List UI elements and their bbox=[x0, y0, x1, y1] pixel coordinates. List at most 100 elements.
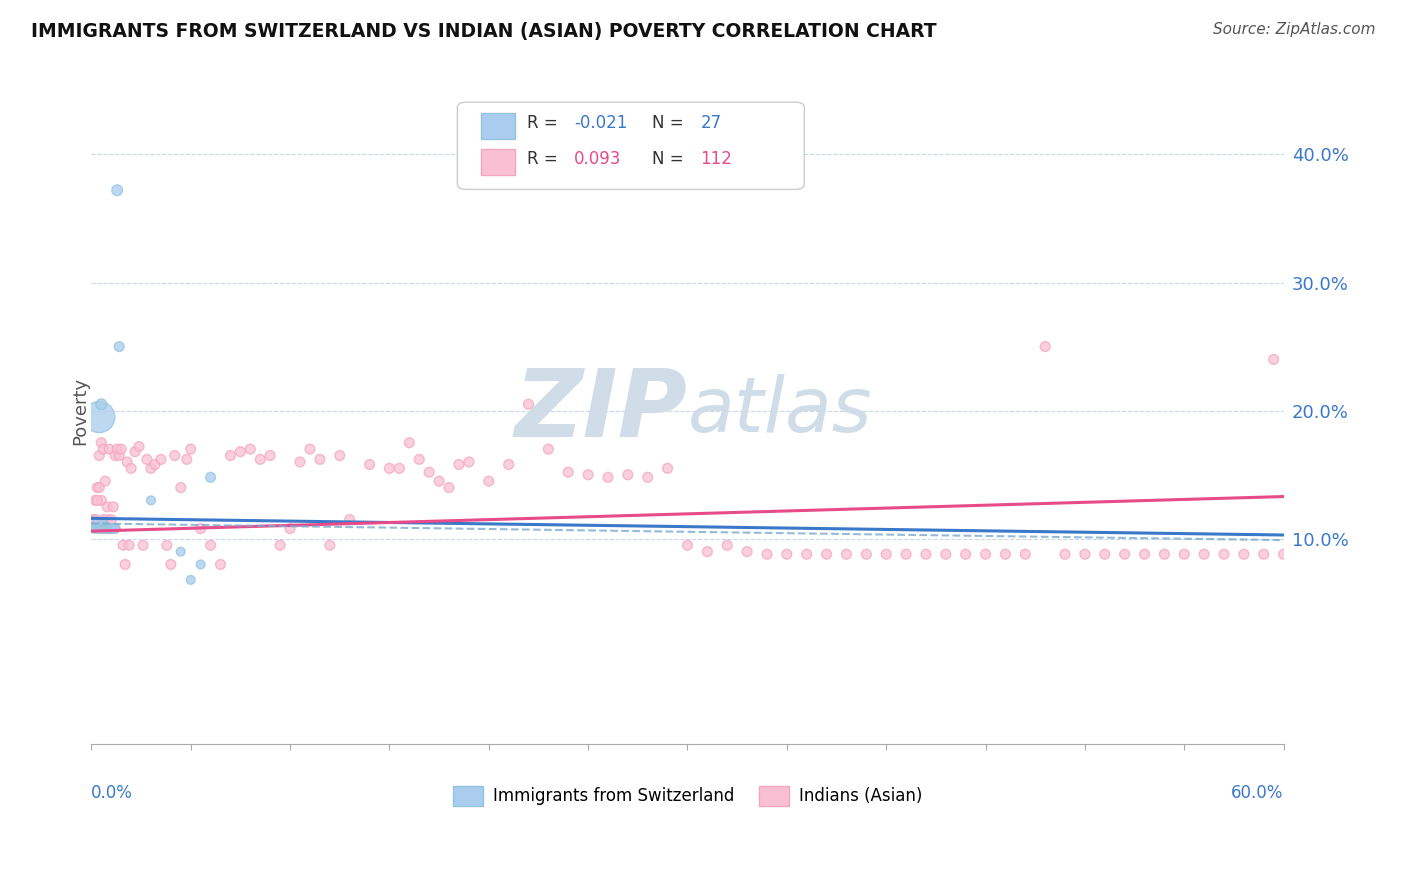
Point bbox=[1133, 547, 1156, 561]
Point bbox=[96, 522, 118, 536]
Point bbox=[418, 465, 440, 479]
Point bbox=[105, 183, 128, 197]
Point bbox=[329, 449, 352, 463]
Point bbox=[498, 458, 520, 472]
Point bbox=[176, 452, 198, 467]
Text: 112: 112 bbox=[700, 150, 733, 168]
FancyBboxPatch shape bbox=[481, 113, 515, 139]
Y-axis label: Poverty: Poverty bbox=[72, 376, 89, 445]
Point bbox=[378, 461, 401, 475]
Point bbox=[89, 481, 111, 495]
Point bbox=[82, 522, 104, 536]
Point bbox=[319, 538, 342, 552]
Point bbox=[124, 444, 146, 458]
Point bbox=[84, 522, 107, 536]
Point bbox=[1074, 547, 1097, 561]
Point bbox=[755, 547, 778, 561]
Point bbox=[114, 558, 136, 572]
Point bbox=[190, 522, 212, 536]
Point bbox=[219, 449, 242, 463]
Point bbox=[94, 474, 117, 488]
Point bbox=[339, 513, 361, 527]
Point bbox=[104, 522, 127, 536]
Point bbox=[170, 544, 193, 558]
Point bbox=[82, 513, 104, 527]
Point bbox=[359, 458, 381, 472]
Point bbox=[103, 522, 125, 536]
Point bbox=[91, 513, 114, 527]
Point bbox=[537, 442, 560, 457]
Point bbox=[596, 470, 619, 484]
Point bbox=[98, 522, 121, 536]
Point bbox=[796, 547, 818, 561]
Point bbox=[170, 481, 193, 495]
Point bbox=[408, 452, 430, 467]
Point bbox=[86, 481, 108, 495]
FancyBboxPatch shape bbox=[481, 150, 515, 175]
Text: R =: R = bbox=[526, 150, 562, 168]
Text: N =: N = bbox=[652, 150, 689, 168]
Point bbox=[163, 449, 186, 463]
Point bbox=[447, 458, 470, 472]
Point bbox=[735, 544, 758, 558]
Point bbox=[249, 452, 271, 467]
Point bbox=[139, 461, 162, 475]
Point bbox=[91, 516, 114, 531]
Point bbox=[815, 547, 838, 561]
Point bbox=[86, 522, 108, 536]
Point bbox=[398, 435, 420, 450]
Point bbox=[1053, 547, 1076, 561]
Point bbox=[104, 449, 127, 463]
Point bbox=[1253, 547, 1275, 561]
Point bbox=[90, 522, 112, 536]
Point bbox=[180, 442, 202, 457]
Point bbox=[160, 558, 183, 572]
Point bbox=[90, 397, 112, 411]
Point bbox=[517, 397, 540, 411]
Text: ZIP: ZIP bbox=[515, 365, 688, 457]
Point bbox=[120, 461, 142, 475]
Point bbox=[1114, 547, 1136, 561]
Text: -0.021: -0.021 bbox=[574, 114, 627, 132]
Point bbox=[1014, 547, 1036, 561]
Point bbox=[110, 442, 132, 457]
Point bbox=[457, 455, 479, 469]
Point bbox=[100, 522, 122, 536]
Point bbox=[98, 442, 121, 457]
Point bbox=[89, 522, 111, 536]
Point bbox=[288, 455, 311, 469]
Point bbox=[98, 522, 121, 536]
Point bbox=[617, 467, 640, 482]
Text: 0.0%: 0.0% bbox=[91, 784, 134, 802]
Point bbox=[115, 455, 138, 469]
Point bbox=[96, 513, 118, 527]
Point bbox=[478, 474, 501, 488]
Point bbox=[875, 547, 897, 561]
Point bbox=[1094, 547, 1116, 561]
Point bbox=[1153, 547, 1175, 561]
Point bbox=[156, 538, 179, 552]
Point bbox=[855, 547, 877, 561]
Point bbox=[84, 493, 107, 508]
Point bbox=[90, 493, 112, 508]
Text: 0.093: 0.093 bbox=[574, 150, 621, 168]
Point bbox=[974, 547, 997, 561]
Point bbox=[112, 538, 135, 552]
Text: R =: R = bbox=[526, 114, 562, 132]
Text: IMMIGRANTS FROM SWITZERLAND VS INDIAN (ASIAN) POVERTY CORRELATION CHART: IMMIGRANTS FROM SWITZERLAND VS INDIAN (A… bbox=[31, 22, 936, 41]
Point bbox=[1033, 340, 1056, 354]
Point bbox=[696, 544, 718, 558]
Point bbox=[86, 515, 108, 529]
Point bbox=[427, 474, 450, 488]
Point bbox=[259, 449, 281, 463]
Point bbox=[91, 522, 114, 536]
Point bbox=[1263, 352, 1285, 367]
Point bbox=[915, 547, 938, 561]
Point bbox=[94, 519, 117, 533]
Point bbox=[239, 442, 262, 457]
FancyBboxPatch shape bbox=[457, 102, 804, 189]
Point bbox=[90, 435, 112, 450]
Point bbox=[104, 522, 127, 536]
Point bbox=[657, 461, 679, 475]
Point bbox=[229, 444, 252, 458]
